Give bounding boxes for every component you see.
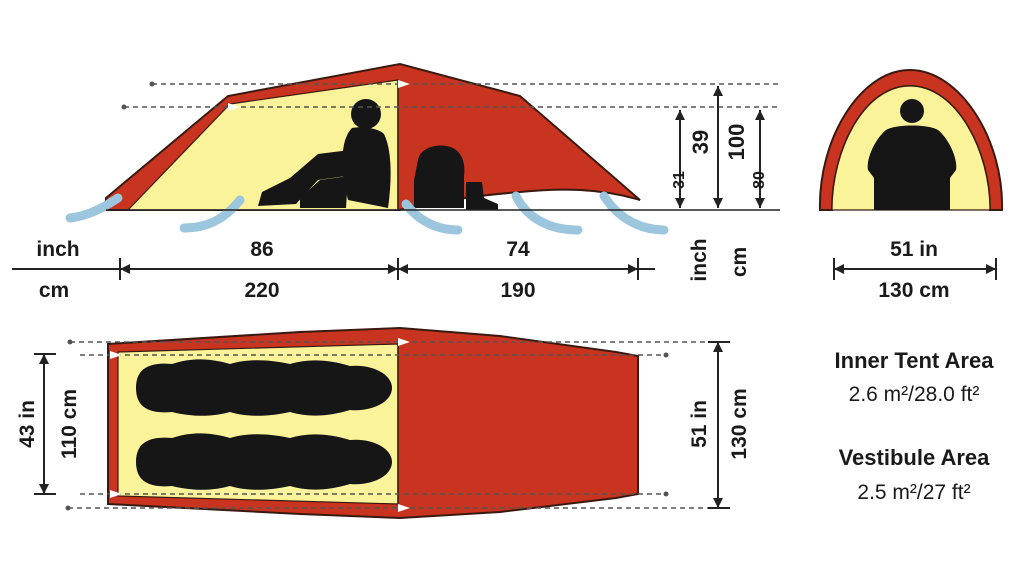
end-width-cm-label: 130 cm [878,279,949,302]
floor-outer-width-cm-label: 130 cm [728,388,751,459]
inner-height-cm-label: 80 [751,171,768,189]
floor-plan: 43 in 110 cm 51 in 130 cm [16,326,751,520]
end-view: 51 in 130 cm [818,68,1004,302]
unit-inch-label: inch [36,238,79,261]
end-width-in-label: 51 in [890,238,938,261]
inner-length-in-label: 86 [250,238,273,261]
total-height-cm-label: 100 [724,124,749,161]
sleeping-bag-icon [136,433,392,490]
vestibule-height-in-label: 31 [671,171,688,189]
height-unit-cm-label: cm [728,247,751,277]
floor-inner-width-in-label: 43 in [16,400,39,448]
end-person-icon [867,99,957,210]
inner-tent-area-title: Inner Tent Area [835,348,995,373]
inner-length-cm-label: 220 [244,279,279,302]
backpack-icon [414,145,465,208]
airflow-arrows [65,191,669,235]
inner-tent-area-value: 2.6 m²/28.0 ft² [849,383,980,406]
vestibule-area-title: Vestibule Area [839,445,991,470]
unit-cm-label: cm [39,279,69,302]
area-info: Inner Tent Area 2.6 m²/28.0 ft² Vestibul… [835,348,995,504]
side-view: inch cm 86 220 74 190 [12,62,780,302]
inner-height-in-label: 39 [688,130,713,154]
height-dimensions: 31 39 100 80 inch cm [671,86,768,282]
vestibule-length-in-label: 74 [506,238,530,261]
height-unit-inch-label: inch [688,238,711,281]
sitting-person-icon [258,99,391,208]
floor-outer-width-in-label: 51 in [688,400,711,448]
sleeping-bag-icon [136,359,392,416]
floor-inner-width-cm-label: 110 cm [58,389,81,459]
vestibule-area-value: 2.5 m²/27 ft² [857,481,970,504]
vestibule-length-cm-label: 190 [500,279,535,302]
boots-icon [466,182,498,210]
